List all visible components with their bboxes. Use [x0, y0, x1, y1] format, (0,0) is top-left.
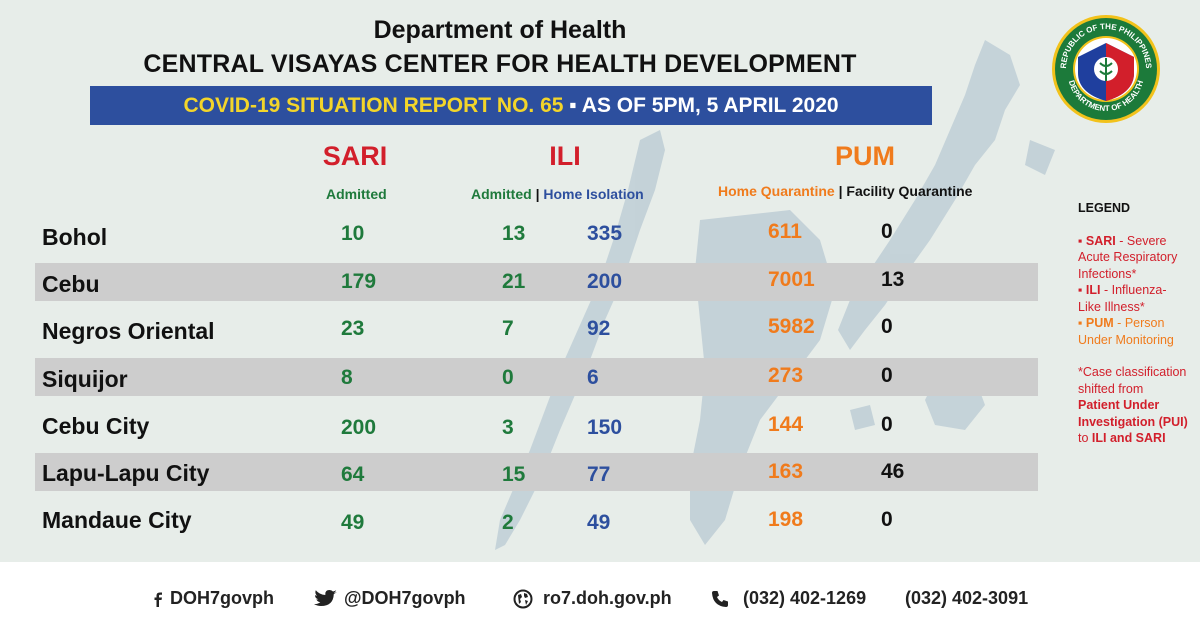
pum-home-quarantine-value: 7001 [768, 268, 815, 291]
pum-home-quarantine-header: Home Quarantine [718, 183, 835, 199]
report-number: COVID-19 SITUATION REPORT NO. 65 [183, 94, 564, 117]
ili-admitted-value: 3 [502, 416, 514, 439]
ili-subheader-separator: | [535, 186, 540, 202]
pum-facility-quarantine-value: 0 [881, 508, 893, 531]
banner-separator: ▪ [569, 94, 577, 117]
ili-admitted-value: 13 [502, 222, 526, 245]
facebook-handle[interactable]: DOH7govph [170, 588, 275, 608]
facebook-icon [154, 592, 162, 607]
legend-pum: ▪ PUM - Person Under Monitoring [1078, 316, 1174, 347]
province-name: Lapu-Lapu City [42, 460, 210, 486]
row-band [35, 358, 1038, 396]
province-name: Cebu City [42, 413, 150, 439]
sari-admitted-value: 8 [341, 366, 353, 389]
province-name: Bohol [42, 224, 108, 250]
sari-admitted-value: 179 [341, 270, 377, 293]
doh-seal-icon: REPUBLIC OF THE PHILIPPINES DEPARTMENT O… [1052, 15, 1160, 123]
ili-home-isolation-value: 77 [587, 463, 611, 486]
footer [0, 562, 1200, 630]
legend-note-end: ILI and SARI [1091, 431, 1166, 445]
department-title: Department of Health [373, 16, 627, 44]
legend-ili-key: ▪ ILI [1078, 283, 1101, 297]
pum-subheader-separator: | [838, 183, 843, 199]
sari-admitted-value: 64 [341, 463, 365, 486]
pum-facility-quarantine-value: 0 [881, 315, 893, 338]
sari-admitted-value: 49 [341, 511, 365, 534]
pum-subheader: Home Quarantine | Facility Quarantine [718, 183, 972, 199]
sari-admitted-header: Admitted [326, 186, 387, 202]
legend-title: LEGEND [1078, 201, 1131, 215]
ili-home-isolation-header: Home Isolation [543, 186, 644, 202]
ili-admitted-value: 15 [502, 463, 526, 486]
twitter-handle[interactable]: @DOH7govph [344, 588, 466, 608]
pum-facility-quarantine-value: 0 [881, 220, 893, 243]
legend-note: *Case classification shifted from Patien… [1078, 364, 1188, 447]
pum-home-quarantine-value: 198 [768, 508, 804, 531]
pum-facility-quarantine-value: 13 [881, 268, 905, 291]
ili-home-isolation-value: 200 [587, 270, 623, 293]
pum-facility-quarantine-value: 46 [881, 460, 905, 483]
ili-admitted-value: 7 [502, 317, 514, 340]
legend-pum-key: ▪ PUM [1078, 316, 1114, 330]
ili-home-isolation-value: 150 [587, 416, 623, 439]
ili-admitted-value: 2 [502, 511, 514, 534]
legend: LEGEND ▪ SARI - Severe Acute Respiratory… [1078, 200, 1188, 447]
pum-facility-quarantine-value: 0 [881, 364, 893, 387]
legend-ili: ▪ ILI - Influenza-Like Illness* [1078, 283, 1167, 314]
ili-home-isolation-value: 335 [587, 222, 623, 245]
row-band [35, 453, 1038, 491]
pum-home-quarantine-value: 163 [768, 460, 804, 483]
pum-heading: PUM [835, 141, 895, 171]
report-date: AS OF 5PM, 5 APRIL 2020 [581, 94, 839, 117]
province-name: Cebu [42, 271, 100, 297]
sari-admitted-value: 200 [341, 416, 377, 439]
pum-facility-quarantine-value: 0 [881, 413, 893, 436]
report-banner: COVID-19 SITUATION REPORT NO. 65 ▪ AS OF… [90, 86, 932, 125]
website-link[interactable]: ro7.doh.gov.ph [543, 588, 672, 608]
ili-admitted-value: 0 [502, 366, 514, 389]
province-name: Negros Oriental [42, 318, 215, 344]
pum-facility-quarantine-header: Facility Quarantine [846, 183, 973, 199]
pum-home-quarantine-value: 5982 [768, 315, 815, 338]
legend-sari-key: ▪ SARI [1078, 233, 1116, 248]
legend-ili-desc: Influenza-Like Illness* [1078, 283, 1167, 314]
ili-home-isolation-value: 6 [587, 366, 599, 389]
globe-icon [513, 589, 533, 609]
ili-heading: ILI [549, 141, 581, 171]
center-title: CENTRAL VISAYAS CENTER FOR HEALTH DEVELO… [143, 50, 857, 78]
legend-sari-desc: Severe Acute Respiratory Infections* [1078, 233, 1178, 281]
phone-icon [712, 591, 728, 607]
sari-admitted-value: 23 [341, 317, 365, 340]
province-name: Siquijor [42, 366, 128, 392]
phone-number-1[interactable]: (032) 402-1269 [743, 588, 867, 608]
pum-home-quarantine-value: 273 [768, 364, 804, 387]
legend-sari: ▪ SARI - Severe Acute Respiratory Infect… [1078, 233, 1178, 281]
pum-home-quarantine-value: 611 [768, 220, 802, 243]
province-name: Mandaue City [42, 507, 192, 533]
legend-pum-desc: Person Under Monitoring [1078, 316, 1174, 347]
legend-note-pui: Patient Under Investigation (PUI) [1078, 398, 1188, 429]
ili-home-isolation-value: 49 [587, 511, 611, 534]
legend-note-prefix: *Case classification shifted from [1078, 365, 1187, 396]
row-band [35, 263, 1038, 301]
sari-admitted-value: 10 [341, 222, 365, 245]
ili-admitted-header: Admitted [471, 186, 532, 202]
legend-note-to: to [1078, 431, 1089, 445]
ili-home-isolation-value: 92 [587, 317, 611, 340]
phone-number-2[interactable]: (032) 402-3091 [905, 588, 1029, 608]
ili-subheader: Admitted | Home Isolation [471, 186, 644, 202]
sari-heading: SARI [322, 141, 388, 171]
twitter-icon [314, 590, 337, 606]
ili-admitted-value: 21 [502, 270, 526, 293]
pum-home-quarantine-value: 144 [768, 413, 804, 436]
